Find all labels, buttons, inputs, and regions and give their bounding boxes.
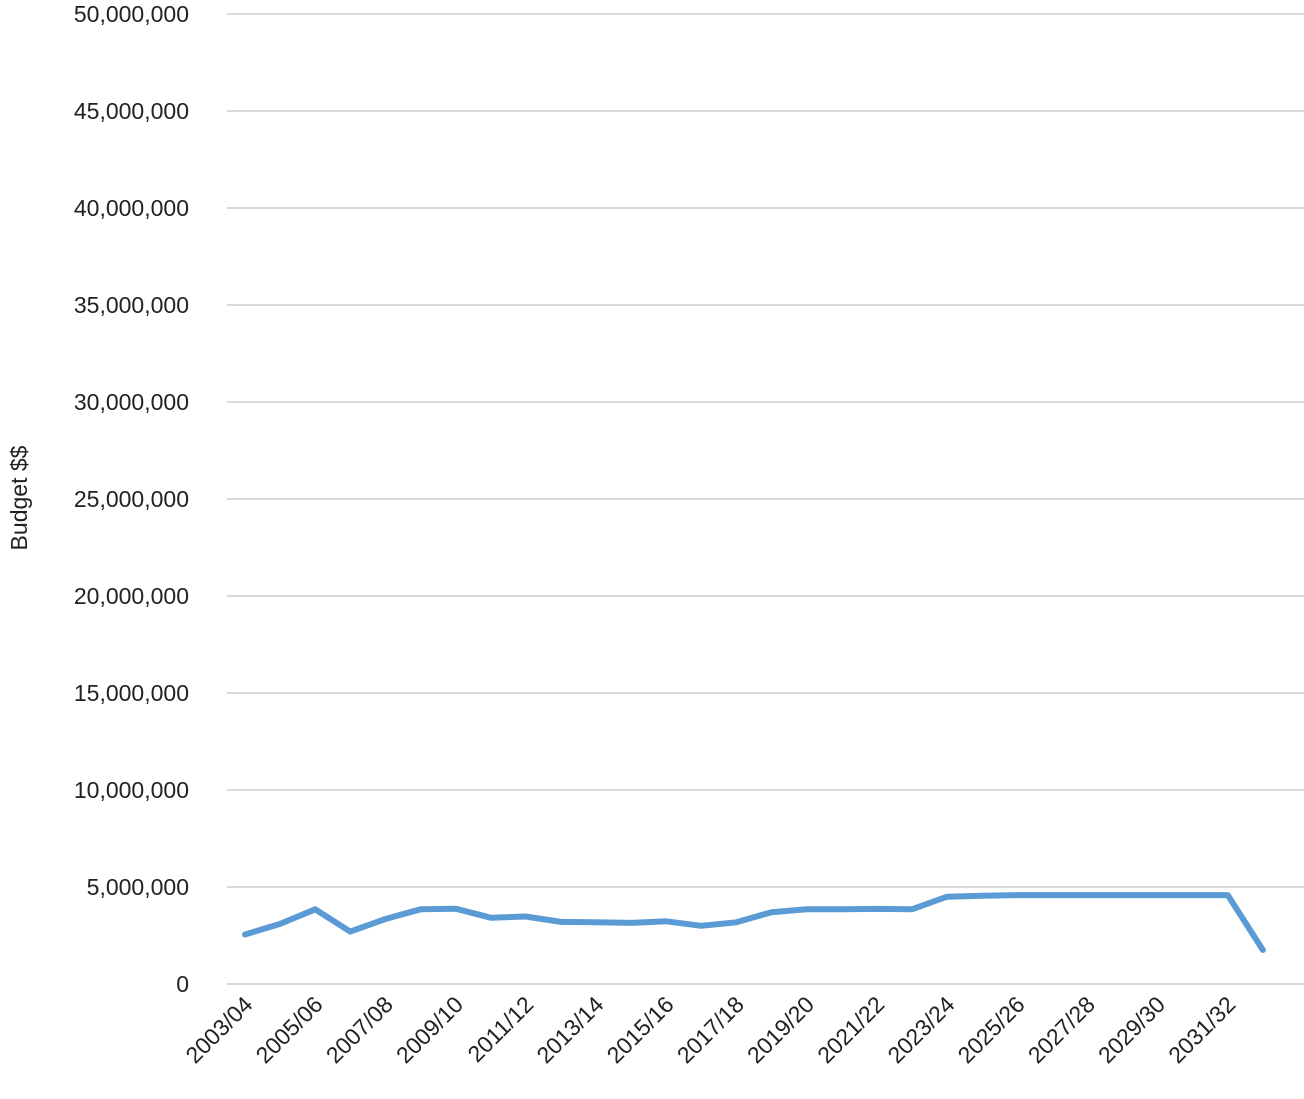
y-tick-label: 25,000,000 xyxy=(74,486,189,512)
x-tick-label: 2021/22 xyxy=(812,991,889,1068)
y-tick-label: 45,000,000 xyxy=(74,98,189,124)
x-tick-label: 2017/18 xyxy=(672,991,749,1068)
series-layer xyxy=(242,892,1266,953)
y-tick-label: 15,000,000 xyxy=(74,680,189,706)
y-tick-label: 40,000,000 xyxy=(74,195,189,221)
series-line xyxy=(242,892,1266,953)
x-axis-ticks: 2003/042005/062007/082009/102011/122013/… xyxy=(180,991,1240,1068)
y-axis-ticks: 0 5,000,000 10,000,000 15,000,000 20,000,000… xyxy=(74,1,189,997)
x-tick-label: 2025/26 xyxy=(953,991,1030,1068)
x-tick-label: 2029/30 xyxy=(1093,991,1170,1068)
y-tick-label: 5,000,000 xyxy=(87,874,189,900)
x-tick-label: 2023/24 xyxy=(882,991,959,1068)
x-tick-label: 2019/20 xyxy=(742,991,819,1068)
x-tick-label: 2003/04 xyxy=(180,991,257,1068)
y-tick-label: 30,000,000 xyxy=(74,389,189,415)
gridlines xyxy=(227,13,1304,985)
y-tick-label: 20,000,000 xyxy=(74,583,189,609)
x-tick-label: 2027/28 xyxy=(1023,991,1100,1068)
x-tick-label: 2031/32 xyxy=(1163,991,1240,1068)
y-tick-label: 0 xyxy=(176,971,189,997)
x-tick-label: 2009/10 xyxy=(391,991,468,1068)
y-axis-label: Budget $$ xyxy=(6,445,32,550)
x-tick-label: 2007/08 xyxy=(321,991,398,1068)
x-tick-label: 2013/14 xyxy=(531,991,608,1068)
x-tick-label: 2011/12 xyxy=(462,991,538,1067)
x-tick-label: 2015/16 xyxy=(602,991,679,1068)
x-tick-label: 2005/06 xyxy=(251,991,328,1068)
y-tick-label: 35,000,000 xyxy=(74,292,189,318)
y-tick-label: 50,000,000 xyxy=(74,1,189,27)
y-tick-label: 10,000,000 xyxy=(74,777,189,803)
